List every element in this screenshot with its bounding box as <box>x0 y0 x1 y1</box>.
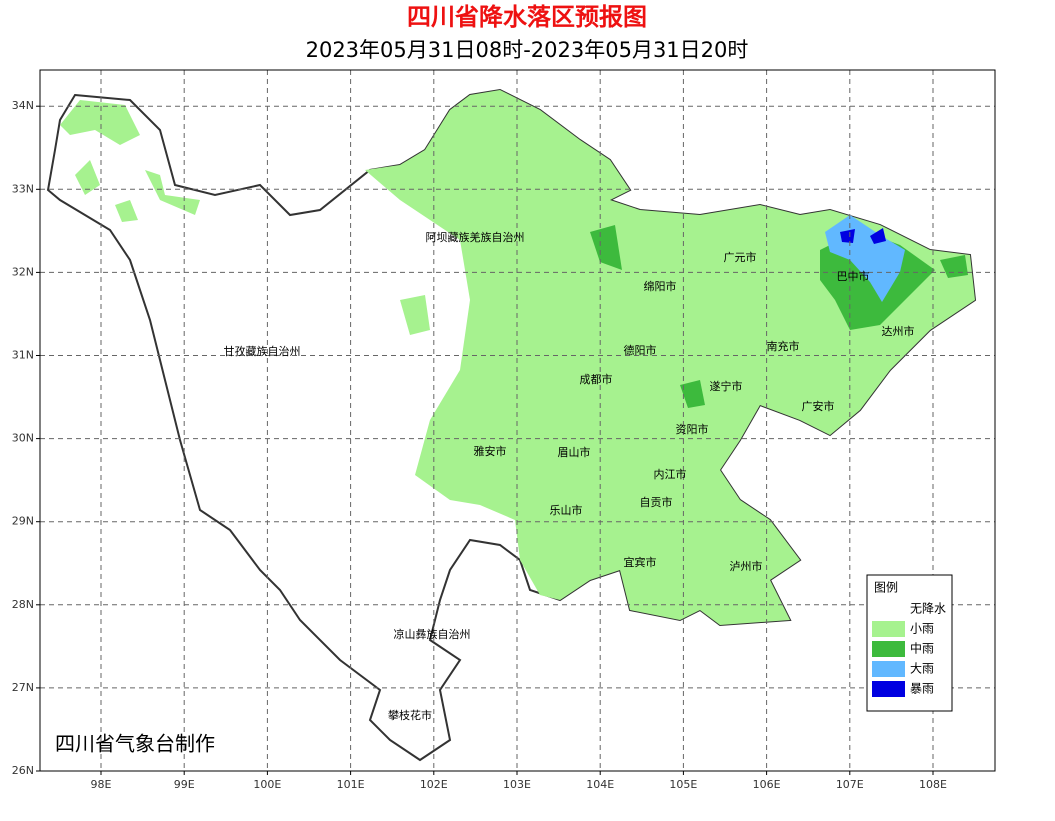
legend-label: 无降水 <box>910 602 946 616</box>
region-label: 广安市 <box>802 399 835 413</box>
region-label: 巴中市 <box>837 269 870 283</box>
lon-tick-label: 103E <box>503 778 531 791</box>
lat-tick-label: 26N <box>12 764 34 777</box>
region-label: 乐山市 <box>550 503 583 517</box>
lat-tick-label: 28N <box>12 598 34 611</box>
legend-label: 大雨 <box>910 662 934 676</box>
lat-tick-label: 34N <box>12 99 34 112</box>
lat-tick-label: 33N <box>12 182 34 195</box>
lon-tick-label: 107E <box>836 778 864 791</box>
region-label: 甘孜藏族自治州 <box>224 344 301 358</box>
lon-tick-label: 98E <box>91 778 112 791</box>
region-label: 凉山彝族自治州 <box>394 627 471 641</box>
legend-label: 小雨 <box>910 622 934 636</box>
light-rain-area <box>145 170 200 215</box>
lat-tick-label: 31N <box>12 349 34 362</box>
lon-tick-label: 105E <box>669 778 697 791</box>
region-label: 绵阳市 <box>644 279 677 293</box>
light-rain-area <box>75 160 100 195</box>
region-label: 遂宁市 <box>710 379 743 393</box>
title: 四川省降水落区预报图 <box>407 3 647 31</box>
region-label: 泸州市 <box>730 559 763 573</box>
region-label: 阿坝藏族羌族自治州 <box>426 230 525 244</box>
region-label: 资阳市 <box>676 422 709 436</box>
light-rain-area <box>60 100 140 145</box>
region-label: 自贡市 <box>640 495 673 509</box>
region-label: 内江市 <box>654 467 687 481</box>
region-label: 眉山市 <box>558 445 591 459</box>
legend-swatch <box>872 661 905 677</box>
region-label: 雅安市 <box>474 444 507 458</box>
light-rain-area <box>400 295 430 335</box>
lat-tick-label: 30N <box>12 432 34 445</box>
legend-swatch <box>872 681 905 697</box>
lon-tick-label: 104E <box>586 778 614 791</box>
region-label: 成都市 <box>580 372 613 386</box>
lon-tick-label: 102E <box>420 778 448 791</box>
lon-tick-label: 101E <box>337 778 365 791</box>
region-label: 德阳市 <box>624 343 657 357</box>
moderate-rain-area <box>680 380 705 408</box>
axis-labels: 26N 27N 28N 29N 30N 31N 32N 33N 34N 98E 99E 100E 101… <box>12 99 947 791</box>
rainstorm-area <box>840 229 855 243</box>
region-label: 宜宾市 <box>624 555 657 569</box>
credit: 四川省气象台制作 <box>55 732 215 756</box>
lat-tick-label: 27N <box>12 681 34 694</box>
legend-title: 图例 <box>874 581 898 595</box>
legend-swatch <box>872 621 905 637</box>
subtitle: 2023年05月31日08时-2023年05月31日20时 <box>306 38 749 62</box>
legend-swatch <box>872 601 905 617</box>
rainstorm-area <box>870 228 886 244</box>
region-label: 南充市 <box>767 339 800 353</box>
lon-tick-label: 106E <box>753 778 781 791</box>
lat-tick-label: 32N <box>12 265 34 278</box>
lon-tick-label: 108E <box>919 778 947 791</box>
region-label: 达州市 <box>882 324 915 338</box>
light-rain-area <box>115 200 138 222</box>
region-label: 攀枝花市 <box>388 708 432 722</box>
legend-swatch <box>872 641 905 657</box>
moderate-rain-area <box>590 225 622 270</box>
lat-tick-label: 29N <box>12 515 34 528</box>
lon-tick-label: 99E <box>174 778 195 791</box>
legend-label: 中雨 <box>910 641 934 656</box>
region-label: 广元市 <box>724 250 757 264</box>
lon-tick-label: 100E <box>253 778 281 791</box>
legend-label: 暴雨 <box>910 682 934 696</box>
